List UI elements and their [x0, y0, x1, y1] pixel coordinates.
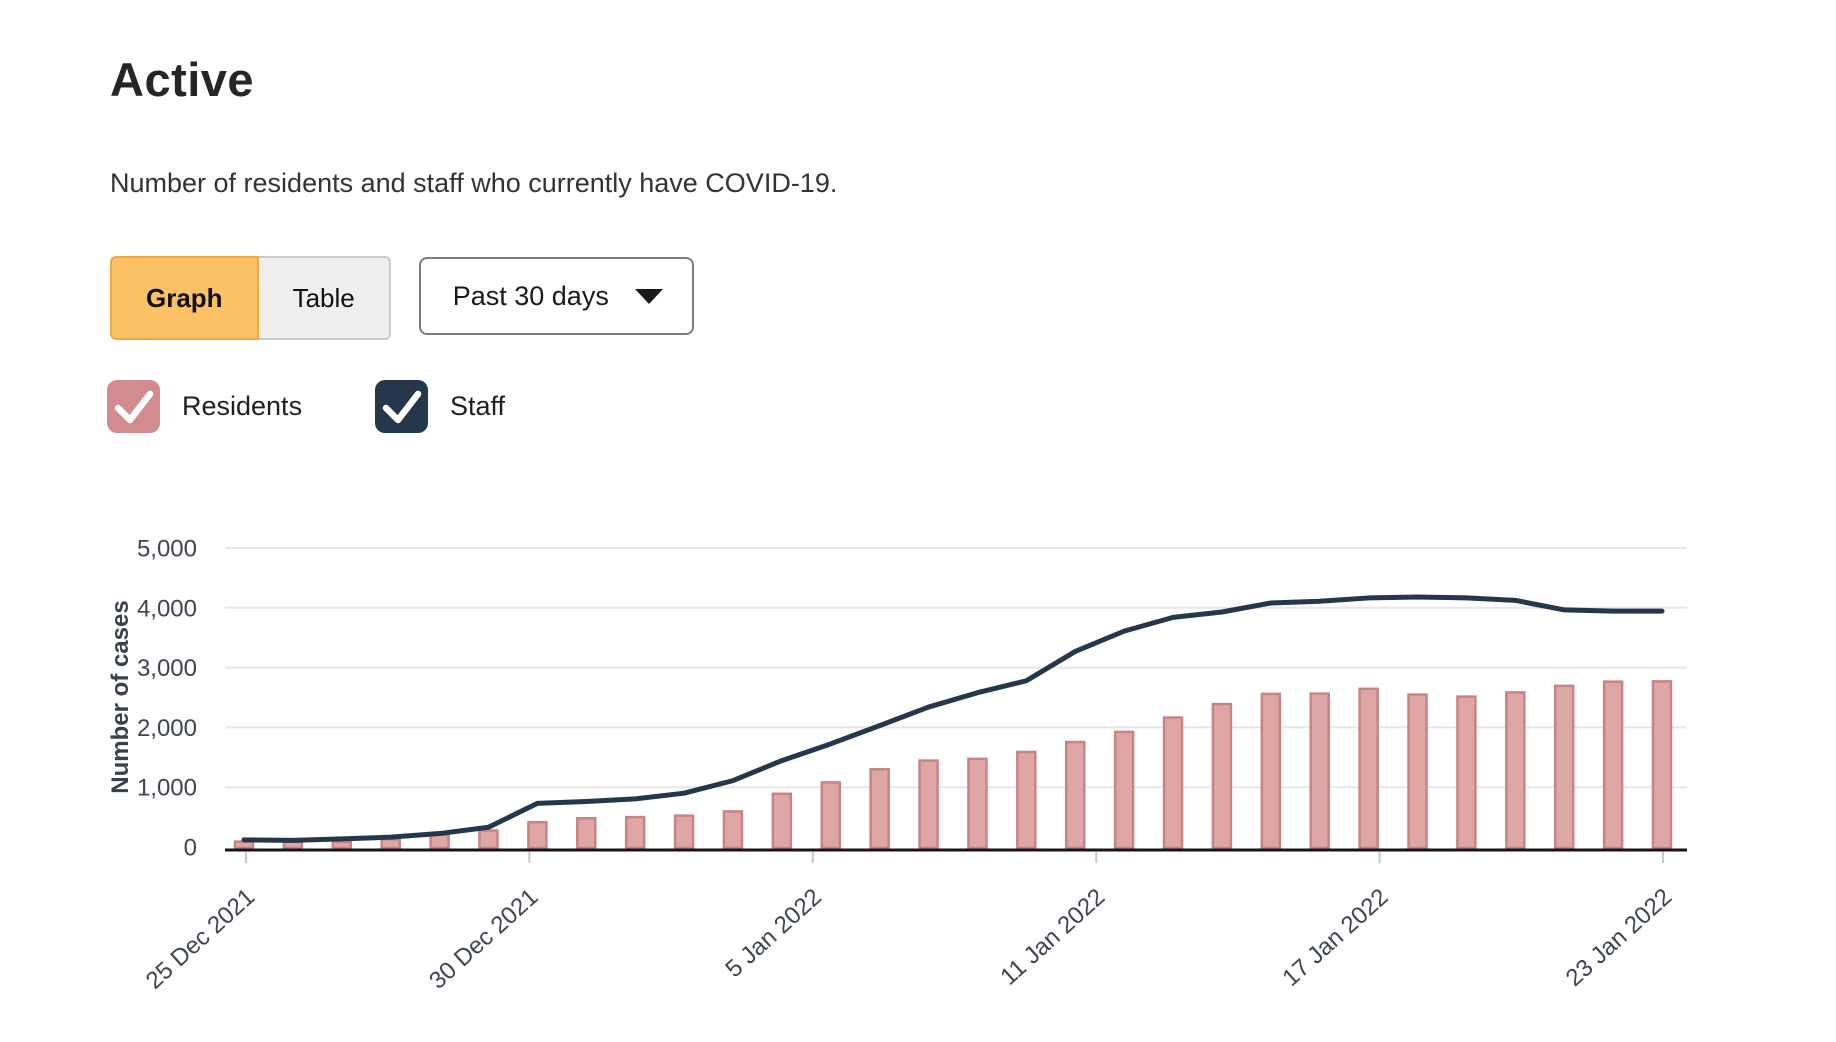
staff-legend-label: Staff [450, 391, 506, 421]
svg-text:30 Dec 2021: 30 Dec 2021 [424, 883, 543, 994]
date-range-dropdown[interactable]: Past 30 days [418, 257, 694, 335]
residents-checkbox[interactable] [107, 380, 160, 433]
svg-text:5 Jan 2022: 5 Jan 2022 [720, 883, 826, 983]
date-range-value: Past 30 days [452, 280, 609, 311]
svg-text:11 Jan 2022: 11 Jan 2022 [995, 883, 1110, 990]
svg-text:2,000: 2,000 [137, 715, 197, 742]
svg-text:23 Jan 2022: 23 Jan 2022 [1561, 883, 1677, 991]
svg-text:Number of cases: Number of cases [107, 600, 134, 793]
staff-checkbox[interactable] [375, 380, 428, 433]
svg-text:1,000: 1,000 [137, 775, 197, 802]
view-toggle: Graph Table [110, 256, 391, 340]
table-tab-button[interactable]: Table [258, 256, 391, 340]
svg-text:4,000: 4,000 [137, 595, 197, 622]
active-cases-chart: 0 1,000 2,000 3,000 4,000 5,000 Number of case… [0, 430, 1836, 1042]
legend-item-staff[interactable]: Staff [375, 380, 505, 433]
svg-text:0: 0 [184, 835, 197, 862]
check-icon [114, 390, 154, 424]
svg-text:3,000: 3,000 [137, 655, 197, 682]
chevron-down-icon [634, 289, 663, 304]
svg-text:25 Dec 2021: 25 Dec 2021 [141, 883, 260, 994]
chart-canvas: 0 1,000 2,000 3,000 4,000 5,000 Number of case… [107, 536, 1687, 995]
svg-text:17 Jan 2022: 17 Jan 2022 [1277, 883, 1393, 991]
page-subtitle: Number of residents and staff who curren… [110, 168, 838, 198]
graph-tab-button[interactable]: Graph [110, 256, 259, 340]
controls-row: Graph Table Past 30 days [110, 256, 694, 340]
chart-legend: Residents Staff [0, 380, 1836, 440]
check-icon [382, 390, 422, 424]
svg-text:5,000: 5,000 [137, 536, 197, 563]
residents-legend-label: Residents [182, 391, 303, 421]
legend-item-residents[interactable]: Residents [107, 380, 302, 433]
page-title: Active [110, 53, 255, 106]
